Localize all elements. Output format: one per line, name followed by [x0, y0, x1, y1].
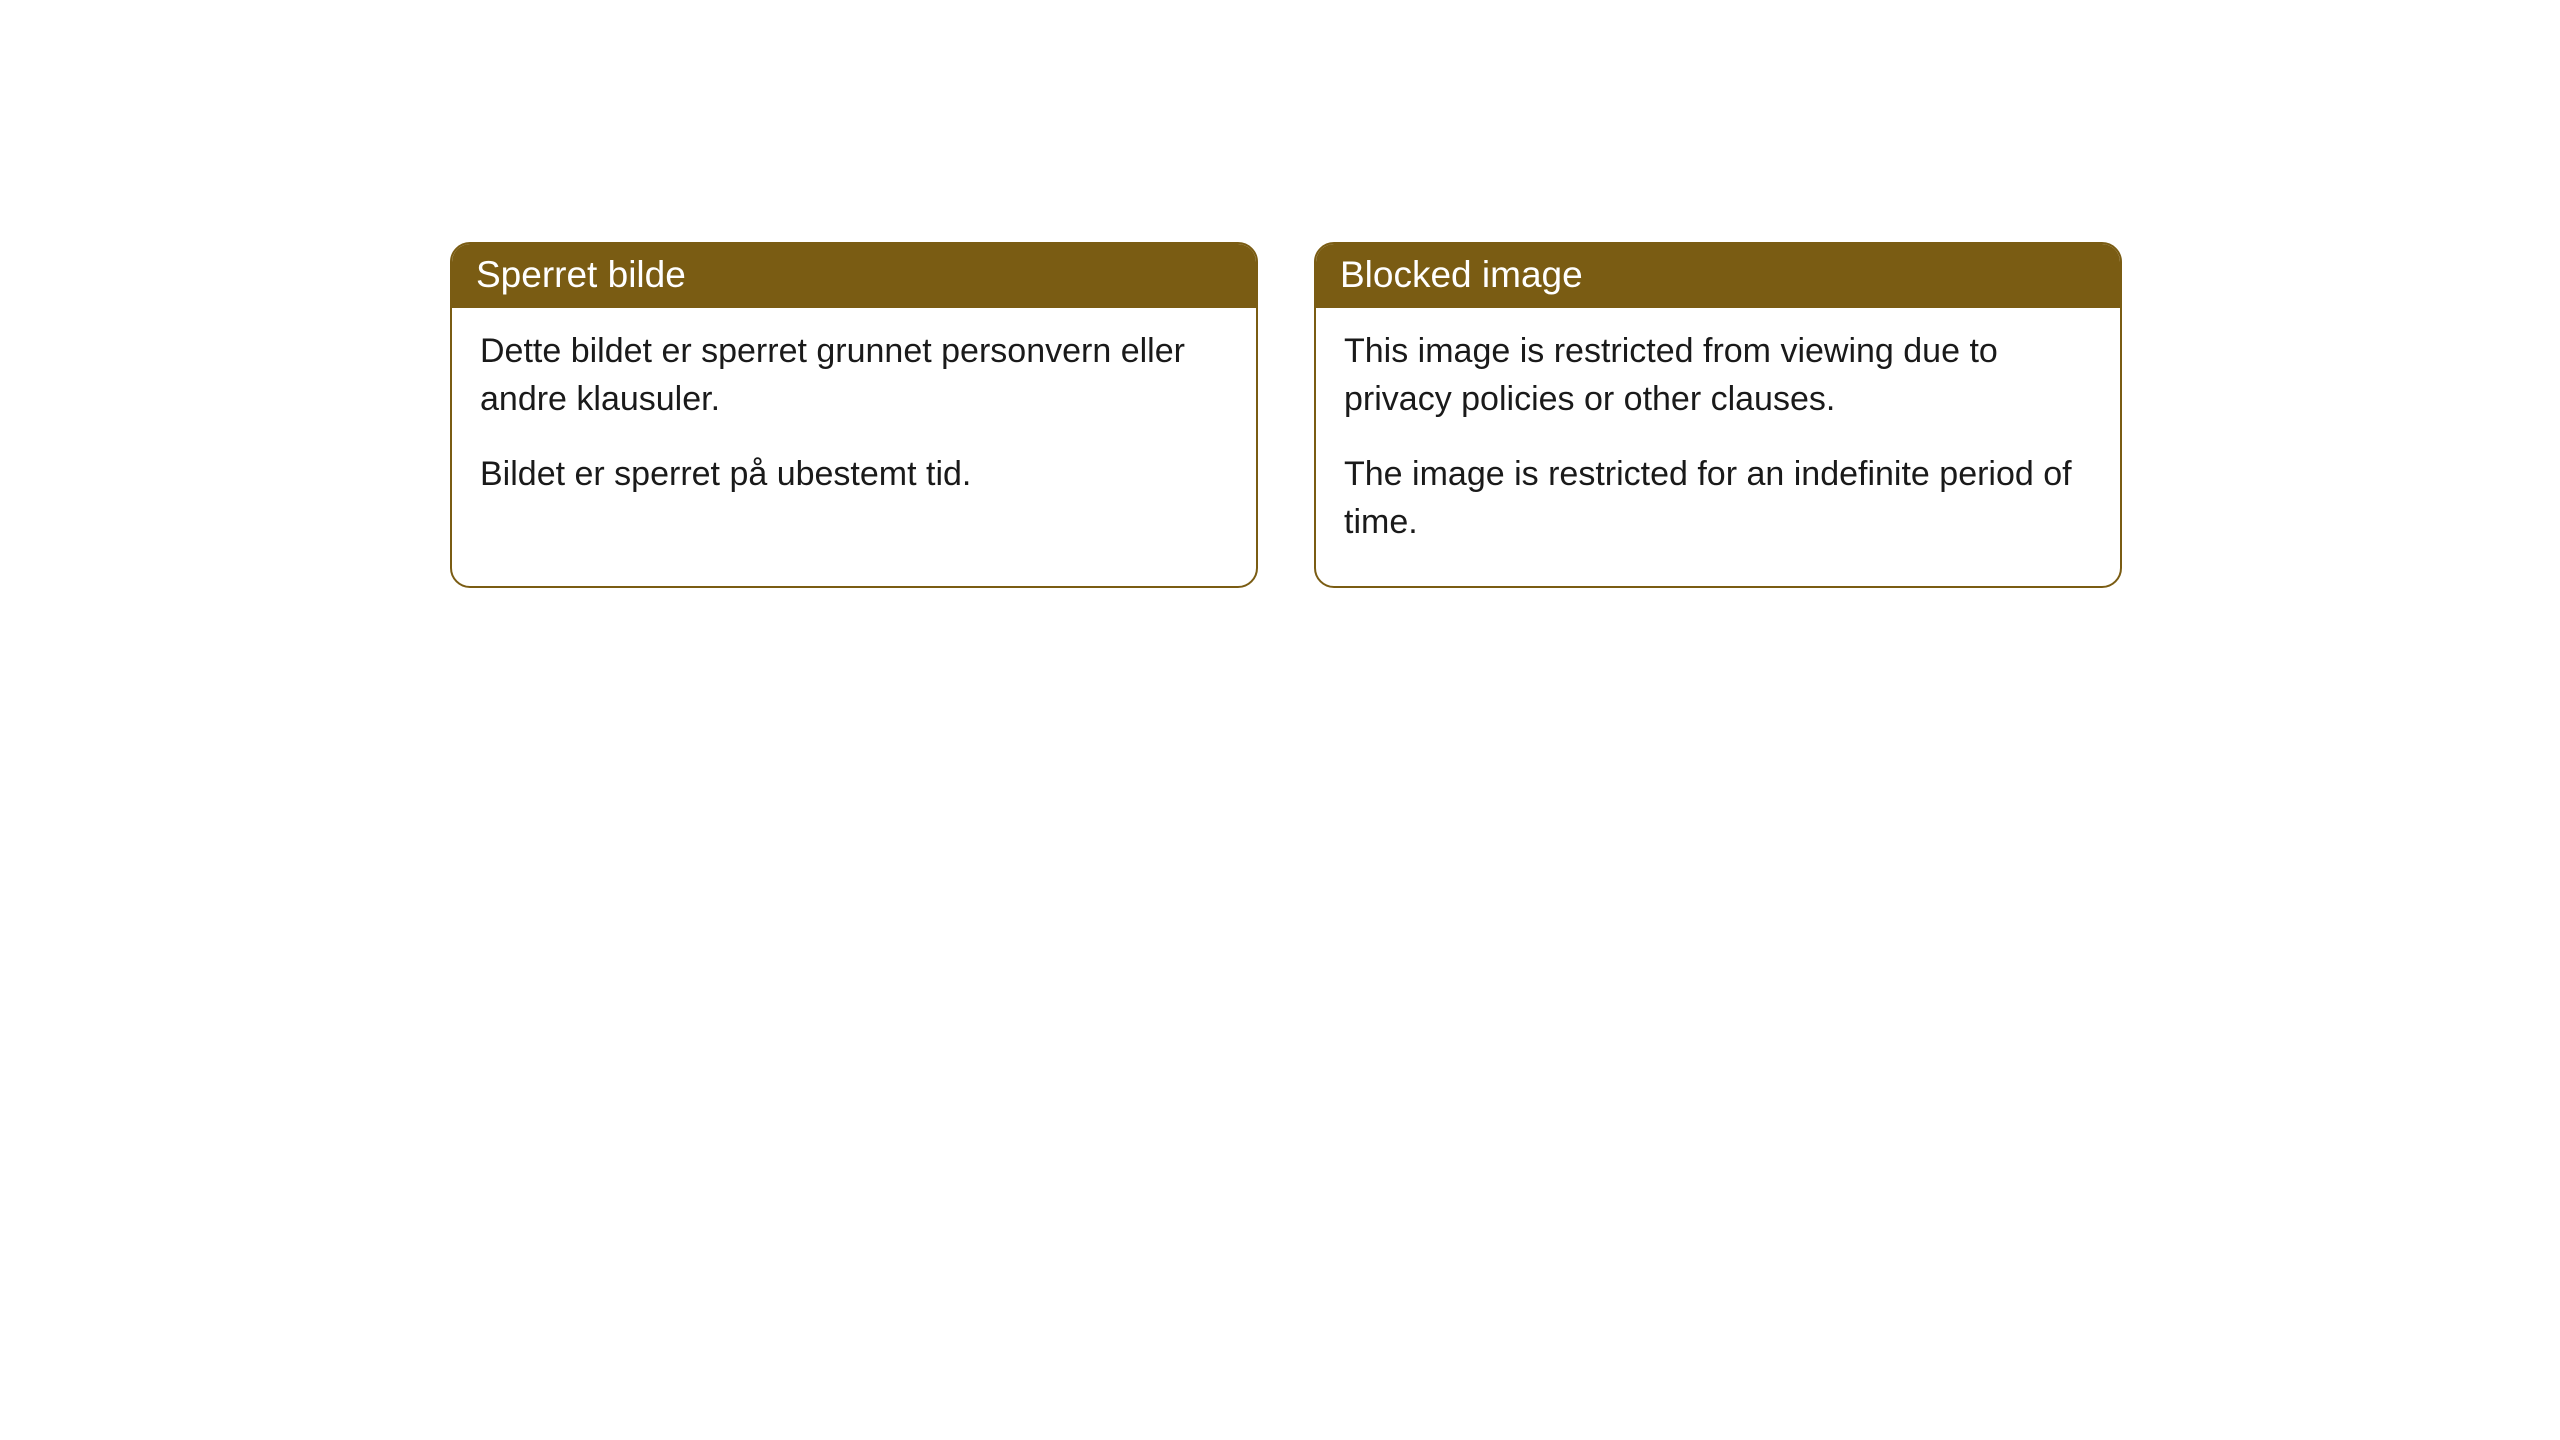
card-header-english: Blocked image [1316, 244, 2120, 308]
card-paragraph: The image is restricted for an indefinit… [1344, 451, 2092, 546]
card-paragraph: Bildet er sperret på ubestemt tid. [480, 451, 1228, 499]
card-body-norwegian: Dette bildet er sperret grunnet personve… [452, 308, 1256, 539]
card-body-english: This image is restricted from viewing du… [1316, 308, 2120, 586]
notice-card-english: Blocked image This image is restricted f… [1314, 242, 2122, 588]
card-header-norwegian: Sperret bilde [452, 244, 1256, 308]
card-paragraph: Dette bildet er sperret grunnet personve… [480, 328, 1228, 423]
notice-card-norwegian: Sperret bilde Dette bildet er sperret gr… [450, 242, 1258, 588]
notice-container: Sperret bilde Dette bildet er sperret gr… [450, 242, 2122, 588]
card-paragraph: This image is restricted from viewing du… [1344, 328, 2092, 423]
